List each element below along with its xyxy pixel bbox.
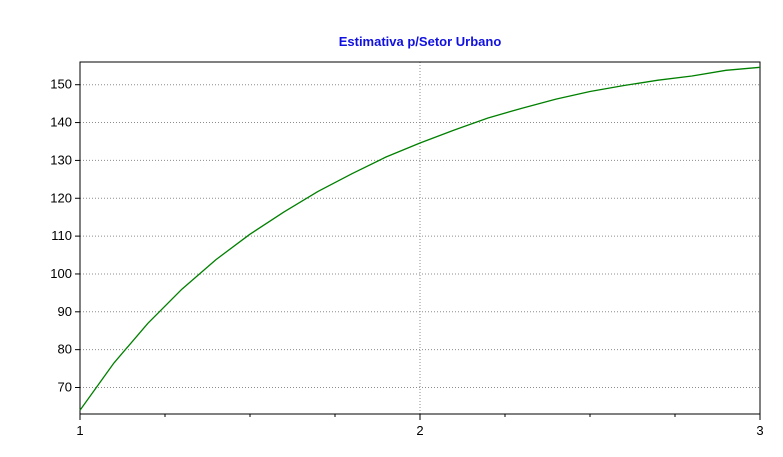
- x-tick-label: 2: [416, 423, 423, 438]
- series-layer: [79, 66, 761, 411]
- y-tick-label: 130: [50, 152, 72, 167]
- grid-layer: [79, 62, 761, 414]
- plot-frame: [79, 61, 761, 415]
- x-tick-label: 3: [756, 423, 763, 438]
- series-line-0: [79, 66, 761, 411]
- y-tick-label: 140: [50, 115, 72, 130]
- y-tick-label: 70: [58, 380, 72, 395]
- y-tick-label: 100: [50, 266, 72, 281]
- x-tick-label: 1: [76, 423, 83, 438]
- y-tick-label: 110: [51, 228, 72, 243]
- chart-title: Estimativa p/Setor Urbano: [338, 34, 502, 49]
- y-tick-label: 150: [50, 77, 72, 92]
- y-tick-label: 90: [58, 304, 72, 319]
- axis-layer: 70 80 90 100 110 120 130 140 150 1 2 3: [50, 77, 763, 438]
- y-tick-label: 120: [50, 190, 72, 205]
- y-tick-label: 80: [58, 342, 72, 357]
